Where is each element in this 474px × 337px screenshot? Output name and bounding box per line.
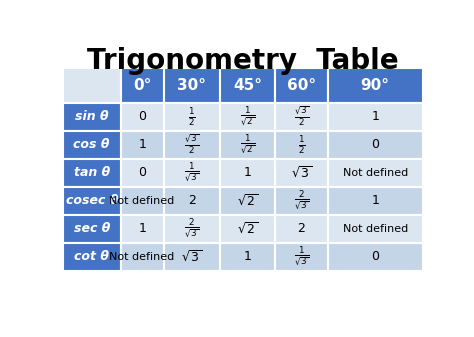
FancyBboxPatch shape: [63, 187, 120, 215]
FancyBboxPatch shape: [275, 159, 328, 187]
Text: 0: 0: [371, 250, 379, 263]
Text: Not defined: Not defined: [109, 196, 175, 206]
Text: Not defined: Not defined: [109, 252, 175, 262]
Text: Not defined: Not defined: [343, 224, 408, 234]
FancyBboxPatch shape: [164, 159, 219, 187]
FancyBboxPatch shape: [120, 243, 164, 271]
FancyBboxPatch shape: [63, 103, 120, 131]
FancyBboxPatch shape: [328, 215, 423, 243]
Text: $\sqrt{2}$: $\sqrt{2}$: [237, 221, 258, 237]
Text: cos θ: cos θ: [73, 138, 110, 151]
Text: 1: 1: [371, 194, 379, 207]
Text: 0: 0: [138, 166, 146, 179]
FancyBboxPatch shape: [275, 215, 328, 243]
Text: 1: 1: [138, 138, 146, 151]
FancyBboxPatch shape: [63, 68, 120, 103]
Text: 2: 2: [188, 194, 196, 207]
FancyBboxPatch shape: [328, 103, 423, 131]
Text: 1: 1: [244, 250, 251, 263]
Text: $\frac{1}{\sqrt{2}}$: $\frac{1}{\sqrt{2}}$: [240, 133, 255, 156]
Text: $\frac{1}{\sqrt{3}}$: $\frac{1}{\sqrt{3}}$: [294, 245, 309, 269]
Text: $\sqrt{3}$: $\sqrt{3}$: [291, 165, 312, 180]
Text: $\frac{1}{2}$: $\frac{1}{2}$: [298, 134, 305, 156]
Text: sin θ: sin θ: [75, 110, 109, 123]
FancyBboxPatch shape: [120, 215, 164, 243]
Text: $\frac{\sqrt{3}}{2}$: $\frac{\sqrt{3}}{2}$: [184, 133, 199, 156]
FancyBboxPatch shape: [328, 159, 423, 187]
Text: Trigonometry  Table: Trigonometry Table: [87, 47, 399, 75]
FancyBboxPatch shape: [328, 243, 423, 271]
Text: 0: 0: [138, 110, 146, 123]
FancyBboxPatch shape: [63, 159, 120, 187]
FancyBboxPatch shape: [164, 243, 219, 271]
Text: $\frac{2}{\sqrt{3}}$: $\frac{2}{\sqrt{3}}$: [294, 189, 309, 212]
FancyBboxPatch shape: [120, 103, 164, 131]
Text: $\frac{1}{\sqrt{2}}$: $\frac{1}{\sqrt{2}}$: [240, 105, 255, 128]
Text: 1: 1: [371, 110, 379, 123]
FancyBboxPatch shape: [275, 68, 328, 103]
Text: 30°: 30°: [177, 78, 206, 93]
FancyBboxPatch shape: [219, 215, 275, 243]
FancyBboxPatch shape: [219, 187, 275, 215]
FancyBboxPatch shape: [164, 187, 219, 215]
Text: $\frac{\sqrt{3}}{2}$: $\frac{\sqrt{3}}{2}$: [294, 105, 309, 128]
FancyBboxPatch shape: [164, 103, 219, 131]
FancyBboxPatch shape: [120, 68, 164, 103]
FancyBboxPatch shape: [120, 187, 164, 215]
Text: $\sqrt{2}$: $\sqrt{2}$: [237, 193, 258, 208]
Text: sec θ: sec θ: [73, 222, 110, 235]
Text: cot θ: cot θ: [74, 250, 109, 263]
FancyBboxPatch shape: [275, 131, 328, 159]
FancyBboxPatch shape: [63, 243, 120, 271]
FancyBboxPatch shape: [219, 68, 275, 103]
FancyBboxPatch shape: [328, 68, 423, 103]
FancyBboxPatch shape: [219, 103, 275, 131]
FancyBboxPatch shape: [328, 131, 423, 159]
Text: 2: 2: [298, 222, 305, 235]
FancyBboxPatch shape: [275, 243, 328, 271]
Text: 0: 0: [371, 138, 379, 151]
Text: $\sqrt{3}$: $\sqrt{3}$: [181, 249, 202, 265]
Text: cosec θ: cosec θ: [65, 194, 118, 207]
Text: 0°: 0°: [133, 78, 151, 93]
Text: 45°: 45°: [233, 78, 262, 93]
FancyBboxPatch shape: [219, 243, 275, 271]
FancyBboxPatch shape: [63, 131, 120, 159]
FancyBboxPatch shape: [328, 187, 423, 215]
Text: Not defined: Not defined: [343, 168, 408, 178]
FancyBboxPatch shape: [275, 187, 328, 215]
FancyBboxPatch shape: [164, 131, 219, 159]
FancyBboxPatch shape: [275, 103, 328, 131]
FancyBboxPatch shape: [120, 159, 164, 187]
FancyBboxPatch shape: [219, 131, 275, 159]
FancyBboxPatch shape: [164, 215, 219, 243]
Text: $\frac{1}{2}$: $\frac{1}{2}$: [188, 106, 195, 128]
Text: 60°: 60°: [287, 78, 316, 93]
FancyBboxPatch shape: [164, 68, 219, 103]
Text: 90°: 90°: [361, 78, 390, 93]
FancyBboxPatch shape: [219, 159, 275, 187]
Text: 1: 1: [244, 166, 251, 179]
Text: tan θ: tan θ: [73, 166, 110, 179]
FancyBboxPatch shape: [120, 131, 164, 159]
Text: $\frac{1}{\sqrt{3}}$: $\frac{1}{\sqrt{3}}$: [184, 161, 199, 184]
FancyBboxPatch shape: [63, 215, 120, 243]
Text: $\frac{2}{\sqrt{3}}$: $\frac{2}{\sqrt{3}}$: [184, 217, 199, 241]
Text: 1: 1: [138, 222, 146, 235]
